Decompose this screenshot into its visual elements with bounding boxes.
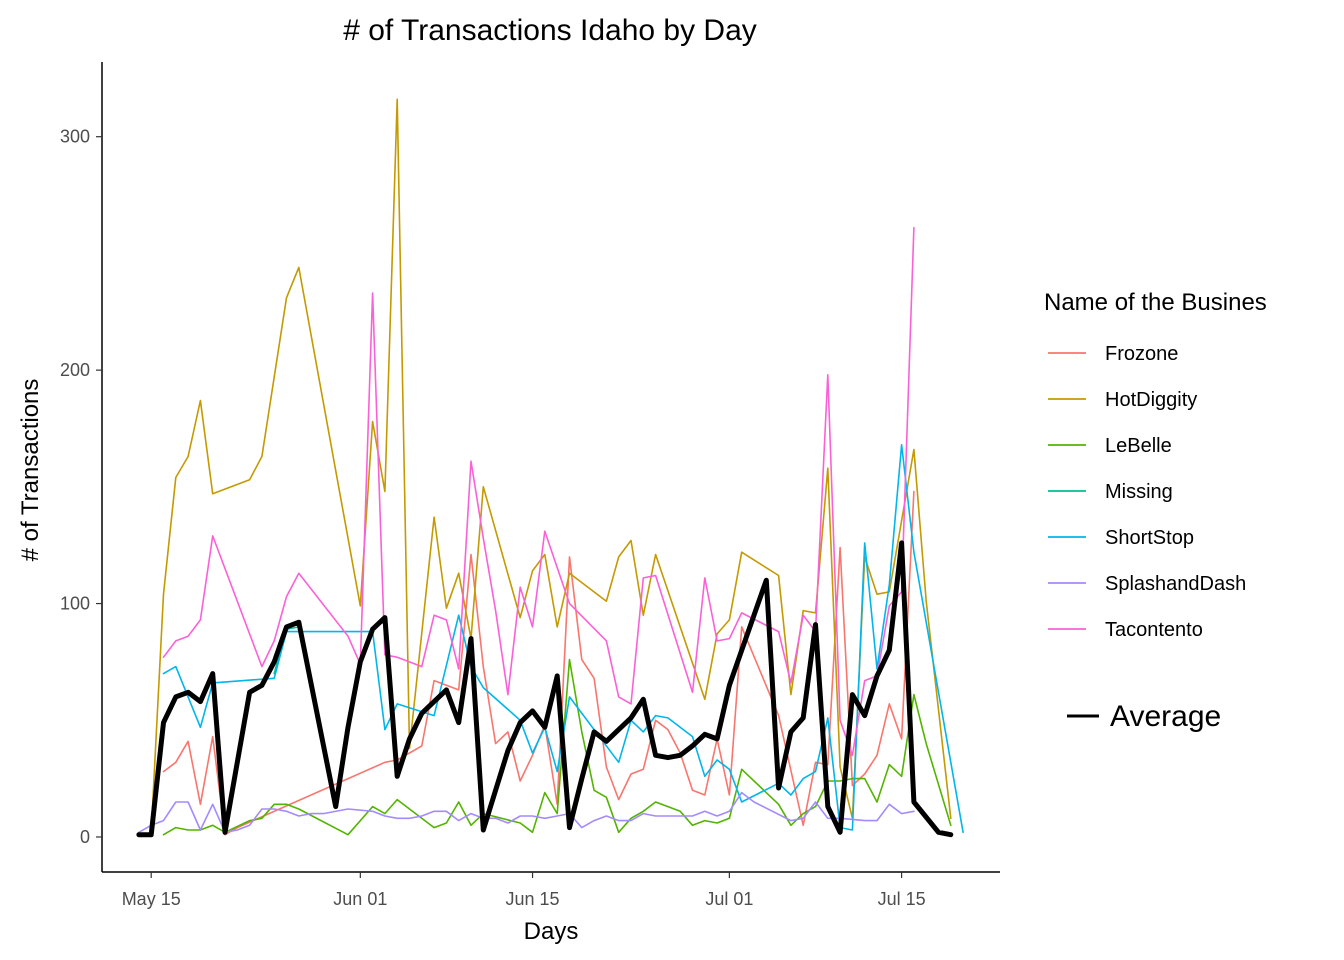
- series-line-tacontento: [162, 226, 915, 757]
- x-tick-label: Jul 15: [878, 889, 926, 909]
- x-tick-label: May 15: [122, 889, 181, 909]
- legend-label-lebelle: LeBelle: [1105, 435, 1172, 457]
- y-tick-label: 200: [60, 360, 90, 380]
- x-axis-ticks: May 15 Jun 01 Jun 15 Jul 01 Jul 15: [122, 872, 926, 909]
- x-tick-label: Jun 01: [333, 889, 387, 909]
- y-axis-ticks: 0 100 200 300: [60, 127, 102, 847]
- legend-label-hotdiggity: HotDiggity: [1105, 389, 1197, 411]
- series-line-lebelle: [162, 658, 952, 836]
- legend-label-frozone: Frozone: [1105, 343, 1178, 365]
- legend: Frozone HotDiggity LeBelle Missing ShortStop…: [1048, 343, 1246, 641]
- chart-title: # of Transactions Idaho by Day: [343, 14, 757, 47]
- y-tick-label: 300: [60, 127, 90, 147]
- legend-label-splashanddash: SplashandDash: [1105, 573, 1246, 595]
- x-tick-label: Jul 01: [705, 889, 753, 909]
- legend-label-missing: Missing: [1105, 481, 1173, 503]
- y-axis-title: # of Transactions: [17, 379, 44, 562]
- legend-title: Name of the Busines: [1044, 289, 1267, 316]
- average-legend-label: Average: [1110, 700, 1221, 733]
- series-line-hotdiggity: [150, 98, 952, 834]
- legend-label-tacontento: Tacontento: [1105, 619, 1203, 641]
- x-axis-title: Days: [524, 918, 579, 945]
- legend-label-shortstop: ShortStop: [1105, 527, 1194, 549]
- average-line: [136, 540, 954, 838]
- y-tick-label: 100: [60, 594, 90, 614]
- average-legend: Average: [1067, 700, 1221, 733]
- series-line-splashanddash: [138, 791, 915, 834]
- x-tick-label: Jun 15: [506, 889, 560, 909]
- y-tick-label: 0: [80, 827, 90, 847]
- plot-lines: [136, 98, 964, 838]
